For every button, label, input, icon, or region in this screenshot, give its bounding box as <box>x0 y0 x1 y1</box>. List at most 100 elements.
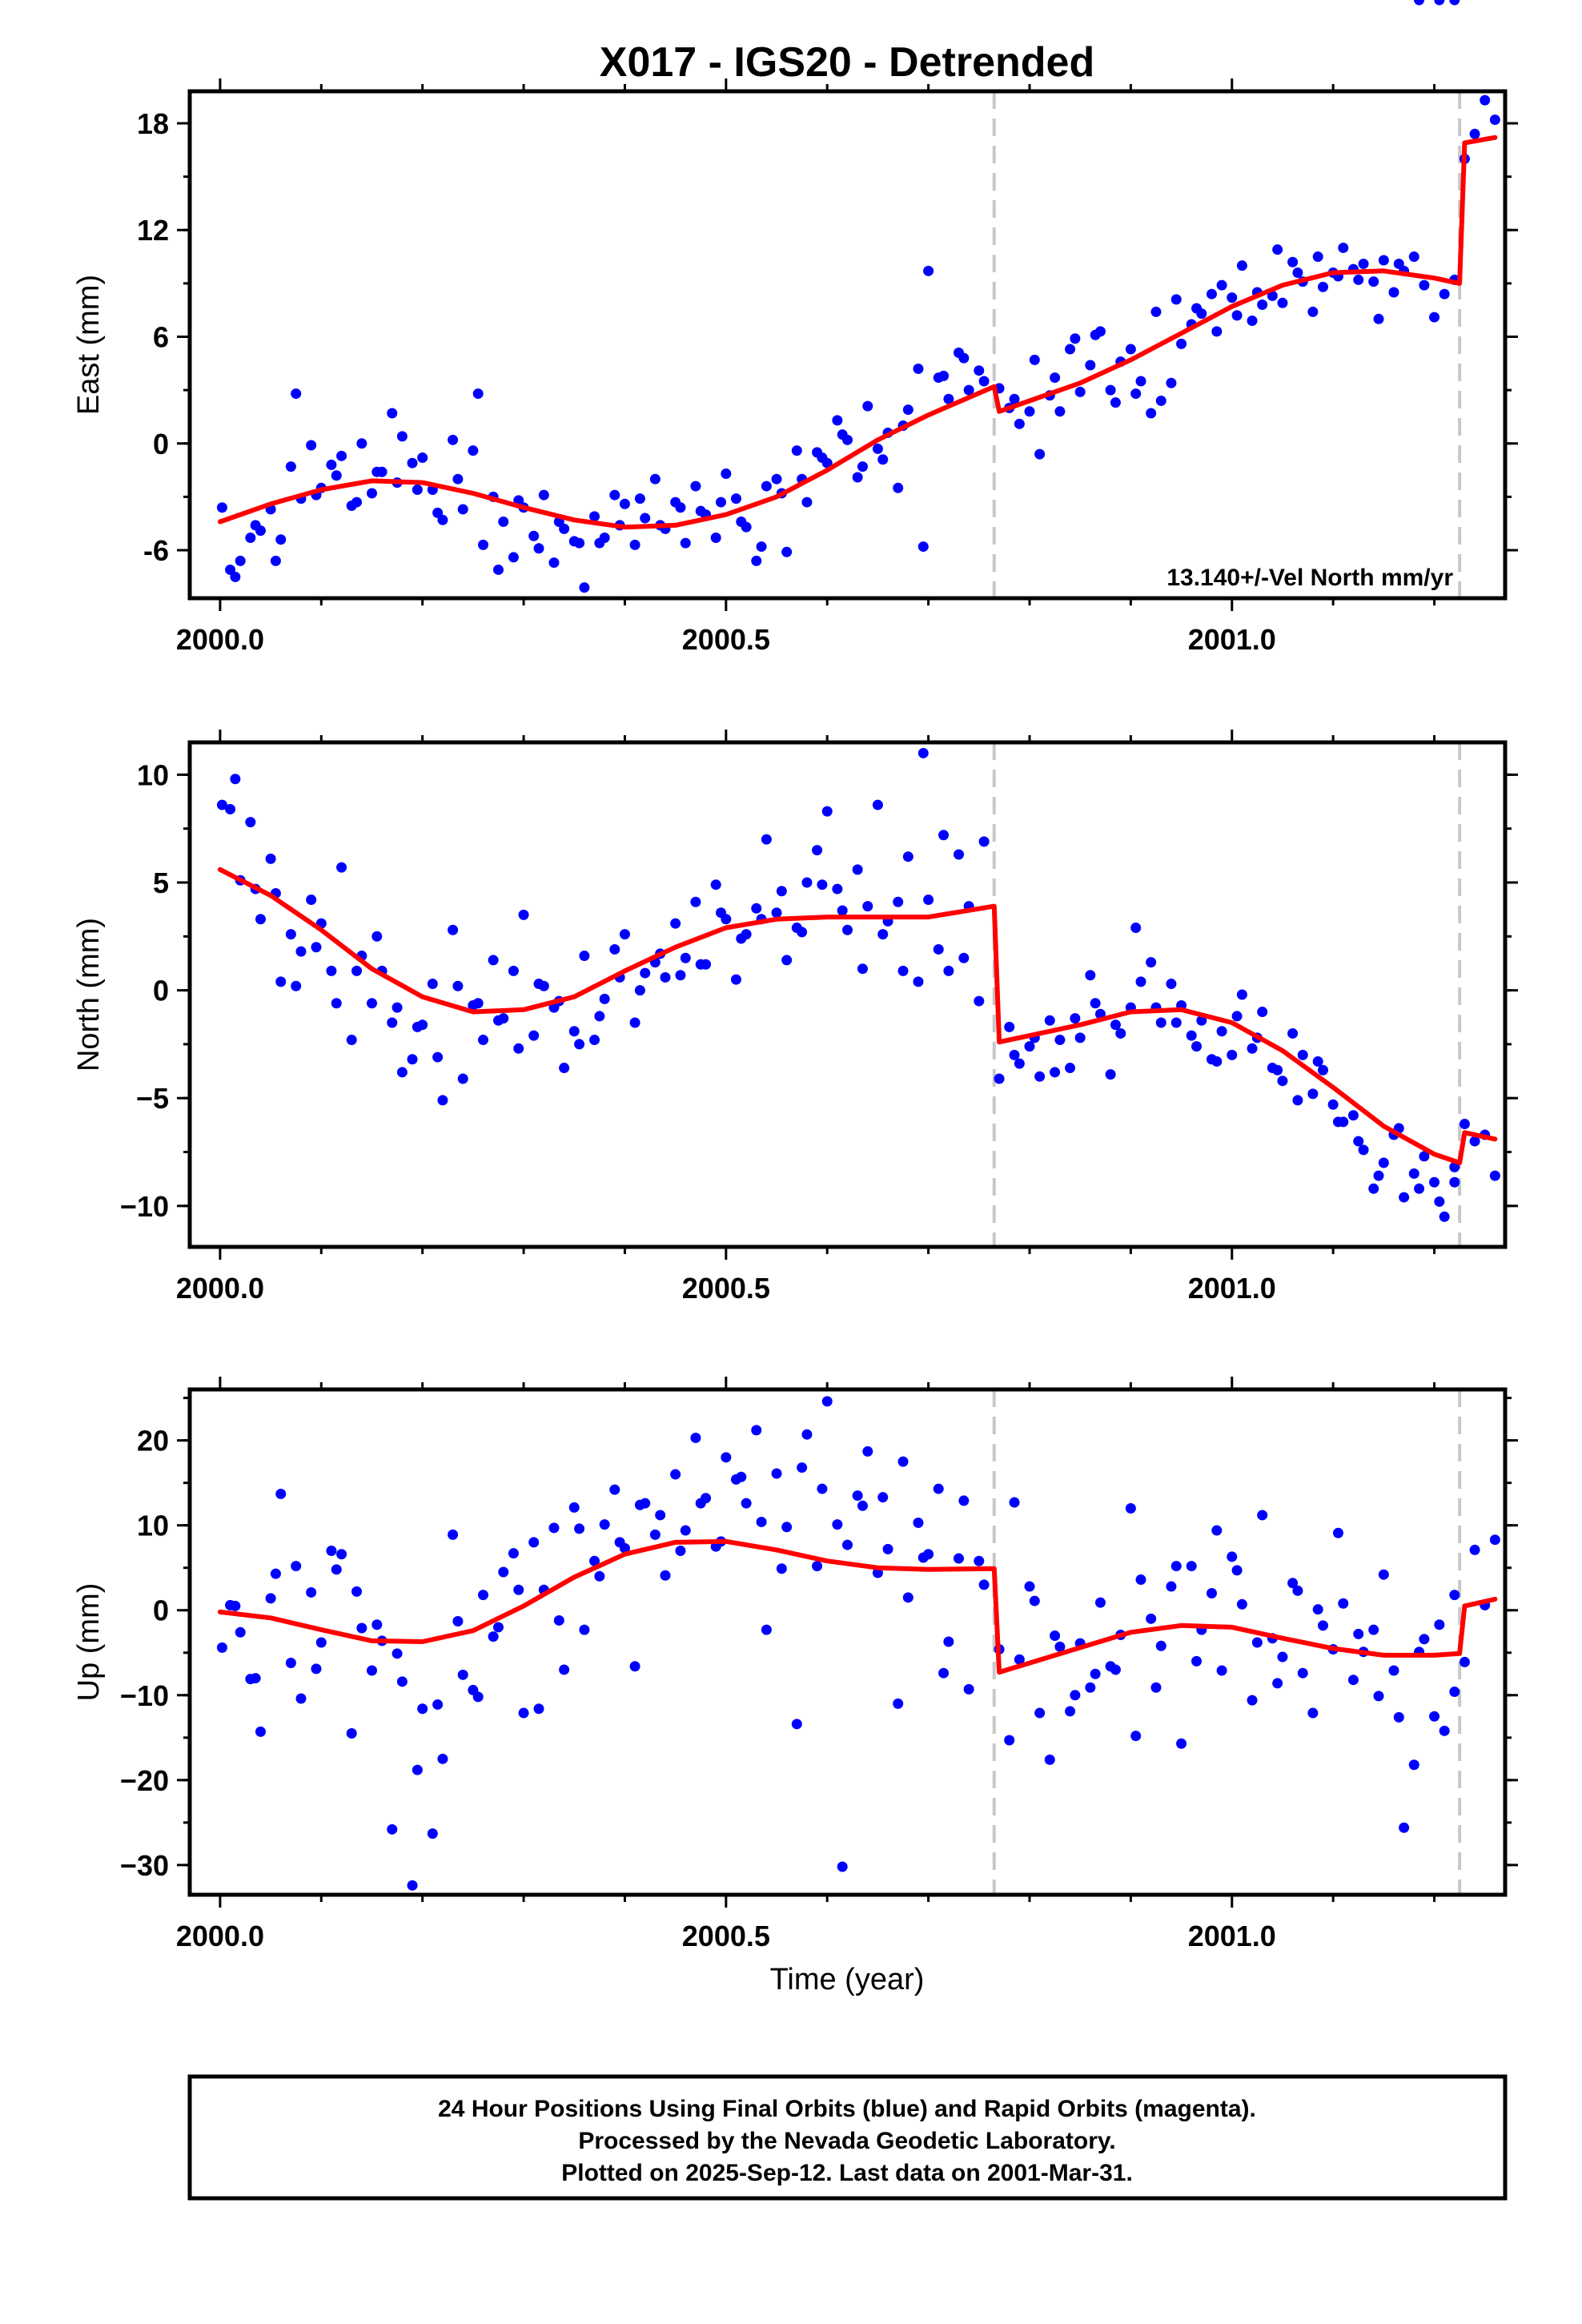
data-point <box>1085 1682 1096 1693</box>
data-point <box>1090 329 1101 340</box>
data-point <box>538 489 549 501</box>
data-point <box>1429 312 1440 323</box>
data-point <box>513 1043 524 1054</box>
data-point <box>974 995 985 1007</box>
data-point <box>1014 1058 1025 1069</box>
data-point <box>1191 303 1203 314</box>
data-point <box>1318 281 1329 292</box>
data-point <box>1029 354 1040 365</box>
data-point <box>1186 1561 1197 1572</box>
model-line <box>217 866 1498 1165</box>
data-point <box>938 830 950 841</box>
y-tick-label: -6 <box>143 534 169 567</box>
data-point <box>1014 1654 1025 1665</box>
data-point <box>710 879 721 891</box>
data-point <box>933 943 944 955</box>
data-point <box>640 967 651 979</box>
data-point <box>817 1483 828 1494</box>
data-point <box>1257 1007 1268 1018</box>
data-point <box>448 1529 459 1540</box>
data-point <box>412 1764 423 1775</box>
data-point <box>695 505 706 517</box>
plot-frame <box>187 89 1508 601</box>
data-point <box>872 799 883 810</box>
data-point <box>1135 1574 1146 1586</box>
data-point <box>963 384 974 396</box>
data-point <box>448 924 459 935</box>
data-point <box>599 1519 610 1530</box>
data-point <box>1227 292 1238 304</box>
data-point <box>1110 397 1121 408</box>
data-point <box>548 557 560 569</box>
data-point <box>1378 1157 1389 1168</box>
data-point <box>680 1525 691 1536</box>
data-point <box>1312 251 1323 263</box>
data-point <box>862 400 873 412</box>
data-point <box>695 959 706 970</box>
y-axis-label: North (mm) <box>72 918 106 1072</box>
data-point <box>1358 1144 1369 1156</box>
data-point <box>407 1054 418 1065</box>
plot-frame <box>187 1387 1508 1897</box>
footer-box: 24 Hour Positions Using Final Orbits (bl… <box>187 2074 1508 2201</box>
data-point <box>817 879 828 891</box>
data-point <box>1449 1590 1460 1601</box>
data-point <box>396 431 408 442</box>
data-point <box>1211 1525 1223 1536</box>
data-point <box>842 924 853 935</box>
data-point <box>675 970 686 981</box>
data-point <box>852 472 863 483</box>
data-point <box>1408 251 1419 263</box>
data-point <box>275 534 287 545</box>
y-tick-label: −10 <box>120 1190 169 1223</box>
data-point <box>1065 344 1076 355</box>
data-point <box>923 895 934 906</box>
data-point <box>1347 1675 1359 1686</box>
data-point <box>432 1051 444 1063</box>
y-tick-label: 18 <box>137 107 169 140</box>
data-point <box>943 1636 954 1647</box>
data-point <box>1287 256 1299 267</box>
data-point <box>1373 1691 1384 1702</box>
data-point <box>553 1614 564 1626</box>
data-point <box>1287 1578 1299 1589</box>
data-point <box>954 1553 965 1564</box>
data-point <box>1434 1196 1445 1207</box>
data-point <box>1125 344 1136 355</box>
velocity-annotation: 13.140+/-Vel North mm/yr <box>1166 565 1453 591</box>
data-point <box>1419 279 1430 291</box>
x-tick-label: 2000.5 <box>682 623 770 656</box>
data-point <box>1378 1569 1389 1580</box>
data-point <box>336 862 347 873</box>
data-point <box>1105 1069 1116 1080</box>
data-point <box>1170 1017 1182 1028</box>
data-point <box>917 541 929 553</box>
data-point <box>1338 1598 1349 1609</box>
data-point <box>528 1030 540 1041</box>
data-point <box>574 537 585 549</box>
data-point <box>255 1726 266 1737</box>
data-point <box>1211 326 1223 337</box>
y-tick-label: −10 <box>120 1679 169 1712</box>
panel-east: 18 12 6 0 -6 2000.0 2000.5 2001.0 East (mm) 13.14… <box>72 0 1518 656</box>
data-point <box>1292 1585 1303 1596</box>
data-point <box>407 457 418 468</box>
data-point <box>751 1425 762 1436</box>
data-point <box>1034 1071 1046 1082</box>
data-point <box>1004 1021 1015 1032</box>
data-point <box>579 951 590 962</box>
data-point <box>1312 1055 1323 1067</box>
chart-title: X017 - IGS20 - Detrended <box>600 39 1094 86</box>
data-point <box>412 1021 423 1032</box>
data-point <box>472 388 484 400</box>
data-point <box>857 461 868 472</box>
data-point <box>478 1035 489 1046</box>
data-point <box>821 1396 833 1407</box>
data-point <box>812 845 823 856</box>
data-point <box>432 507 444 518</box>
footer-line-3: Plotted on 2025-Sep-12. Last data on 200… <box>561 2160 1133 2186</box>
data-point <box>721 1452 732 1463</box>
data-point <box>533 543 544 554</box>
model-line <box>217 135 1498 530</box>
data-point <box>452 980 464 991</box>
